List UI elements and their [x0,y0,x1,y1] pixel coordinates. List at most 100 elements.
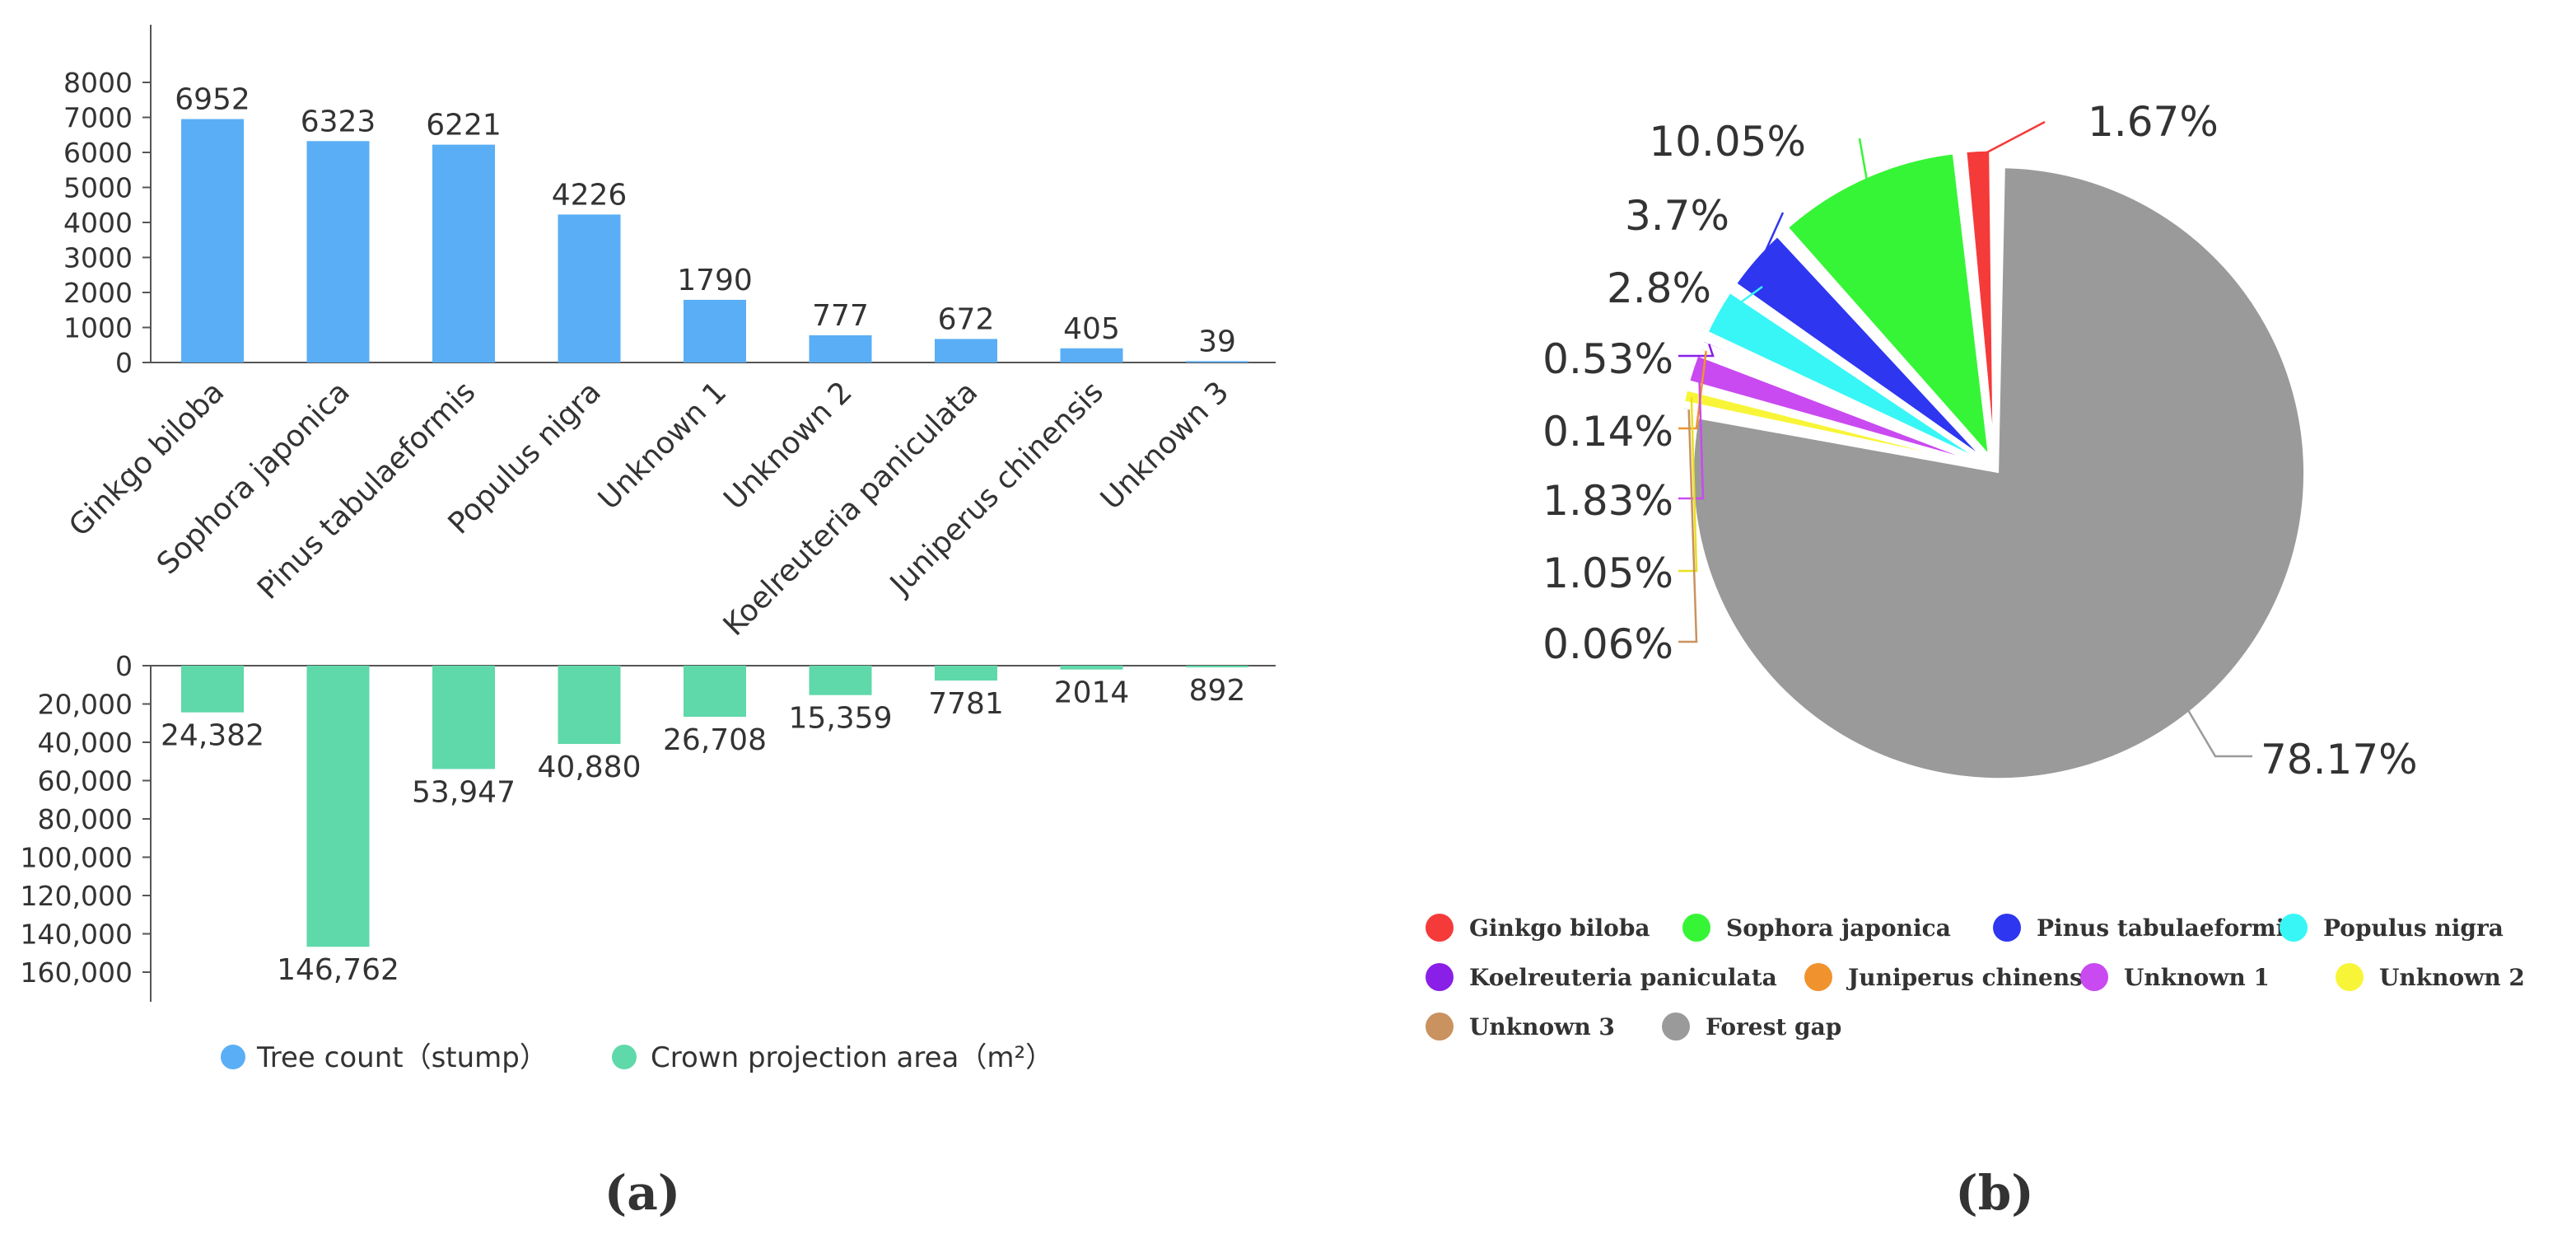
leader-line-juniperus-chinensis [1678,350,1707,430]
legend-label-forest-gap: Forest gap [1706,1013,1841,1041]
legend-marker-populus-nigra [2280,914,2308,942]
legend-marker-ginkgo-biloba [1426,914,1454,942]
leader-line-forest-gap [2175,689,2252,758]
legend-label-unknown-3: Unknown 3 [1469,1013,1615,1041]
tree-count-bar-chart: 0100020003000400050006000700080006952Gin… [63,25,1276,643]
crown-area-bar-chart: 0 20,000 40,000 60,000 80,000 100,000 120,000 1… [21,650,1276,1002]
category-label-unknown-1: Unknown 1 [592,375,733,516]
y-tick-label-top: 7000 [63,102,133,134]
pie-value-label-juniperus-chinensis: 0.14% [1542,408,1673,456]
pie-slice-juniperus-chinensis [1697,345,1983,465]
y-tick-label-top: 1000 [63,312,133,344]
pie-value-label-forest-gap: 78.17% [2261,736,2418,783]
pie-slice-populus-nigra [1706,290,1984,463]
bar-crown-area-unknown-3 [1186,666,1248,668]
land-cover-pie-chart: 1.67% 10.05% 3.7% 2.8% 0.53% 0.14% 1.83% 1.05% 0… [1542,98,2418,783]
value-label-crown-area: 892 [1189,674,1246,708]
y-tick-label-top: 0 [115,347,133,379]
bar-tree-count-koelreuteria-paniculata [935,339,997,362]
legend-marker-crown-area [612,1045,637,1069]
leader-line-ginkgo-biloba [1977,120,2046,158]
pie-value-label-unknown-1: 1.83% [1542,477,1673,525]
legend-marker-juniperus-chinensis [1804,963,1832,991]
leader-line-pinus-tabulaeformis [1759,212,1785,264]
y-tick-label-bottom: 60,000 [38,765,133,797]
pie-value-label-populus-nigra: 2.8% [1607,264,1711,312]
y-tick-label-bottom: 120,000 [21,880,133,912]
y-tick-label-top: 6000 [63,137,133,169]
y-tick-label-bottom: 20,000 [38,689,133,721]
leader-line-sophora-japonica [1858,138,1869,185]
legend-marker-unknown-2 [2336,963,2364,991]
value-label-crown-area: 15,359 [789,702,893,736]
legend-marker-forest-gap [1662,1013,1690,1041]
bar-tree-count-sophora-japonica [306,141,370,362]
bar-crown-area-ginkgo-biloba [181,666,244,713]
legend-label-ginkgo-biloba: Ginkgo biloba [1469,914,1650,942]
bar-crown-area-populus-nigra [558,666,621,745]
pie-slice-forest-gap [1694,168,2304,779]
legend-label-pinus-tabulaeformis: Pinus tabulaeformis [2037,914,2298,942]
pie-value-label-unknown-2: 1.05% [1542,550,1673,597]
legend-label-tree-count: Tree count（stump） [256,1041,548,1074]
bar-chart-legend: Tree count（stump） Crown projection area（… [221,1041,1053,1074]
legend-marker-pinus-tabulaeformis [1993,914,2021,942]
bar-tree-count-juniperus-chinensis [1060,348,1123,362]
bar-tree-count-pinus-tabulaeformis [432,144,495,363]
pie-slice-koelreuteria-paniculata [1701,338,1983,465]
value-label-crown-area: 146,762 [277,953,399,987]
legend-label-populus-nigra: Populus nigra [2323,914,2504,942]
y-tick-label-bottom: 100,000 [21,842,133,874]
category-label-juniperus-chinensis: Juniperus chinensis [883,375,1110,602]
value-label-crown-area: 7781 [928,687,1004,721]
pie-chart-legend: Ginkgo biloba Sophora japonica Pinus tabul… [1426,914,2525,1041]
legend-marker-unknown-1 [2080,963,2108,991]
legend-marker-koelreuteria-paniculata [1426,963,1454,991]
y-tick-label-top: 5000 [63,172,133,204]
legend-label-unknown-1: Unknown 1 [2124,964,2270,991]
bar-crown-area-unknown-1 [684,666,746,718]
bar-tree-count-unknown-1 [684,299,746,362]
y-tick-label-bottom: 40,000 [38,727,133,759]
legend-label-juniperus-chinensis: Juniperus chinensis [1846,964,2104,991]
category-label-pinus-tabulaeformis: Pinus tabulaeformis [251,375,482,606]
value-label-crown-area: 26,708 [663,723,767,757]
value-label-tree-count: 405 [1063,312,1120,346]
y-tick-label-bottom: 80,000 [38,803,133,835]
y-tick-label-top: 4000 [63,207,133,239]
value-label-tree-count: 4226 [552,178,628,212]
y-tick-label-bottom: 140,000 [21,919,133,951]
bar-tree-count-ginkgo-biloba [181,119,244,363]
value-label-tree-count: 1790 [677,264,753,297]
pie-value-label-pinus-tabulaeformis: 3.7% [1625,192,1729,240]
leader-line-koelreuteria-paniculata [1678,344,1715,358]
value-label-tree-count: 672 [938,302,995,336]
legend-label-crown-area: Crown projection area（m²） [651,1041,1053,1074]
panel-label-a: (a) [604,1165,680,1221]
pie-slice-unknown-3 [1680,405,1982,467]
pie-value-label-unknown-3: 0.06% [1542,620,1673,668]
category-label-unknown-3: Unknown 3 [1094,375,1235,516]
value-label-tree-count: 777 [812,299,869,333]
bar-tree-count-unknown-3 [1186,361,1248,362]
value-label-tree-count: 6221 [426,109,502,143]
legend-marker-unknown-3 [1426,1013,1454,1041]
bar-crown-area-unknown-2 [809,666,872,695]
value-label-crown-area: 40,880 [538,751,642,784]
value-label-tree-count: 6323 [301,105,376,138]
value-label-crown-area: 24,382 [161,719,264,753]
legend-marker-tree-count [221,1045,245,1069]
legend-label-sophora-japonica: Sophora japonica [1726,914,1951,942]
legend-label-koelreuteria-paniculata: Koelreuteria paniculata [1469,964,1777,991]
bar-tree-count-unknown-2 [809,334,872,362]
bar-crown-area-pinus-tabulaeformis [432,666,495,769]
leader-line-unknown-3 [1678,409,1698,643]
pie-value-label-sophora-japonica: 10.05% [1649,118,1806,166]
bar-crown-area-sophora-japonica [306,666,370,947]
legend-marker-sophora-japonica [1682,914,1710,942]
value-label-tree-count: 6952 [175,83,250,117]
category-label-unknown-2: Unknown 2 [717,375,858,516]
value-label-crown-area: 53,947 [412,775,516,809]
value-label-tree-count: 39 [1198,325,1236,358]
pie-value-label-koelreuteria-paniculata: 0.53% [1542,335,1673,383]
